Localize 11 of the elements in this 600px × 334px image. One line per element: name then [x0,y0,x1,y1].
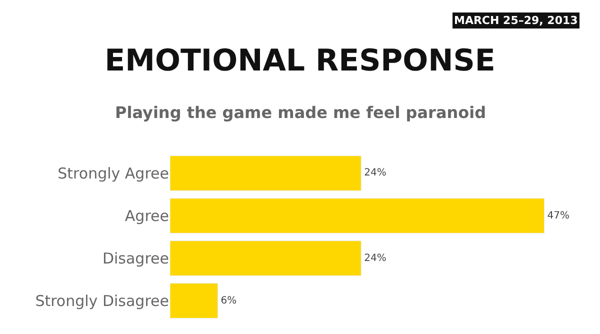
y-tick-label: Strongly Agree [58,164,169,182]
data-label: 6% [220,295,237,306]
data-label: 24% [364,252,386,264]
data-label: 47% [547,210,570,222]
data-label: 24% [364,168,386,179]
chart-title: EMOTIONAL RESPONSE [104,44,496,79]
text: MARCH 25–29, 2013 [454,14,578,27]
y-tick-label: Agree [124,207,169,225]
y-tick-label: Strongly Disagree [35,292,169,310]
y-tick-label: Disagree [102,250,169,268]
chart-subtitle: Playing the game made me feel paranoid [115,103,486,122]
